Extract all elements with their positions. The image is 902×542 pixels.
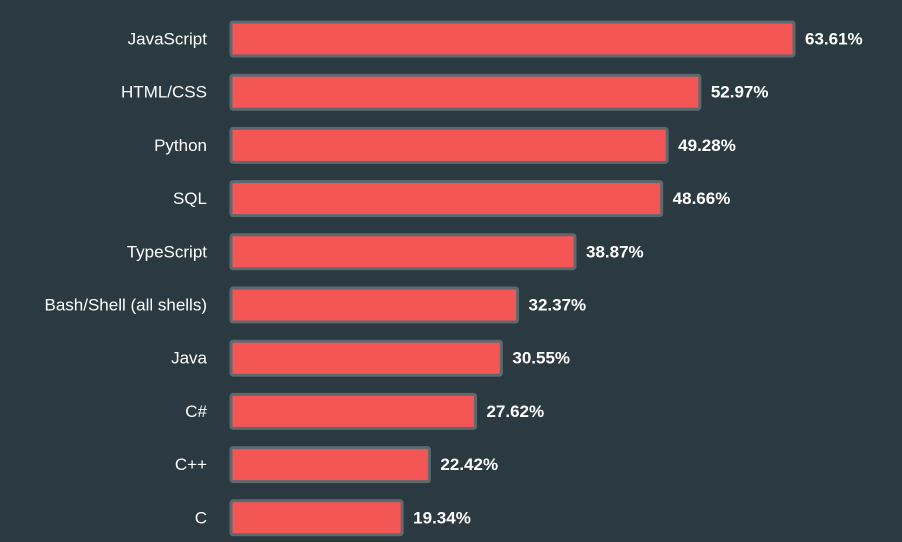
category-labels: JavaScript HTML/CSS Python SQL TypeScript Bas… [44, 30, 207, 528]
value-label-sql: 48.66% [673, 189, 731, 208]
category-label-c: C# [185, 402, 207, 421]
bar-java [229, 339, 503, 377]
bar-c [229, 446, 431, 484]
bar-bash-shell-all-shells [229, 286, 520, 324]
bar-python [229, 126, 669, 164]
value-label-java: 30.55% [512, 349, 570, 368]
value-label-typescript: 38.87% [586, 242, 644, 261]
category-label-html-css: HTML/CSS [121, 83, 207, 102]
bars-group [229, 20, 796, 537]
value-label-bash-shell-all-shells: 32.37% [529, 296, 587, 315]
category-label-bash-shell-all-shells: Bash/Shell (all shells) [44, 296, 207, 315]
bar-c [229, 499, 404, 537]
value-labels: 63.61% 52.97% 49.28% 48.66% 38.87% 32.37% 30.5… [413, 30, 862, 528]
value-label-c: 19.34% [413, 508, 471, 527]
category-label-python: Python [154, 136, 207, 155]
value-label-python: 49.28% [678, 136, 736, 155]
bar-c [229, 392, 477, 430]
category-label-java: Java [171, 349, 207, 368]
value-label-html-css: 52.97% [711, 83, 769, 102]
value-label-javascript: 63.61% [805, 30, 863, 49]
category-label-sql: SQL [173, 189, 207, 208]
category-label-c: C++ [175, 455, 207, 474]
value-label-c: 27.62% [486, 402, 544, 421]
category-label-typescript: TypeScript [127, 242, 208, 261]
bar-sql [229, 180, 664, 218]
bar-html-css [229, 73, 702, 111]
category-label-c: C [195, 508, 207, 527]
bar-typescript [229, 233, 577, 271]
value-label-c: 22.42% [440, 455, 498, 474]
category-label-javascript: JavaScript [128, 30, 208, 49]
bar-javascript [229, 20, 796, 58]
